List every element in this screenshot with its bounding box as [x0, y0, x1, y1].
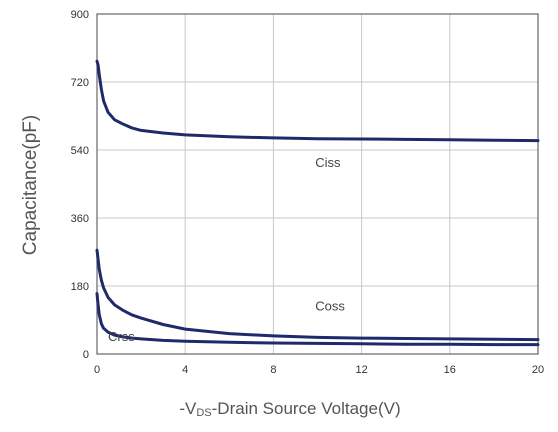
y-tick-label: 0	[83, 349, 89, 361]
y-tick-label: 540	[71, 145, 89, 157]
x-tick-label: 4	[182, 364, 188, 376]
x-tick-label: 16	[444, 364, 456, 376]
x-axis-label: -VDS-Drain Source Voltage(V)	[179, 399, 400, 419]
x-tick-label: 8	[270, 364, 276, 376]
x-tick-label: 20	[532, 364, 544, 376]
x-axis-label-subscript: DS	[196, 407, 211, 419]
series-label-coss: Coss	[315, 299, 345, 314]
x-tick-label: 12	[355, 364, 367, 376]
x-axis-label-prefix: -V	[179, 399, 197, 418]
x-axis-label-suffix: -Drain Source Voltage(V)	[212, 399, 401, 418]
y-tick-label: 360	[71, 213, 89, 225]
y-axis-label: Capacitance(pF)	[20, 115, 41, 255]
x-tick-label: 0	[94, 364, 100, 376]
series-line-crss	[95, 292, 540, 347]
plot-frame	[96, 13, 539, 355]
series-line-coss	[95, 248, 540, 342]
tick-labels: 0 180 360 540 720 900 0 4 8 12 16 20	[71, 9, 544, 376]
series-label-crss: Crss	[108, 329, 135, 344]
series-lines	[95, 59, 540, 347]
series-line-ciss	[95, 59, 540, 143]
y-tick-label: 720	[71, 77, 89, 89]
y-tick-label: 900	[71, 9, 89, 21]
series-labels: Ciss Coss Crss	[108, 155, 345, 344]
series-label-ciss: Ciss	[315, 155, 341, 170]
y-tick-label: 180	[71, 281, 89, 293]
